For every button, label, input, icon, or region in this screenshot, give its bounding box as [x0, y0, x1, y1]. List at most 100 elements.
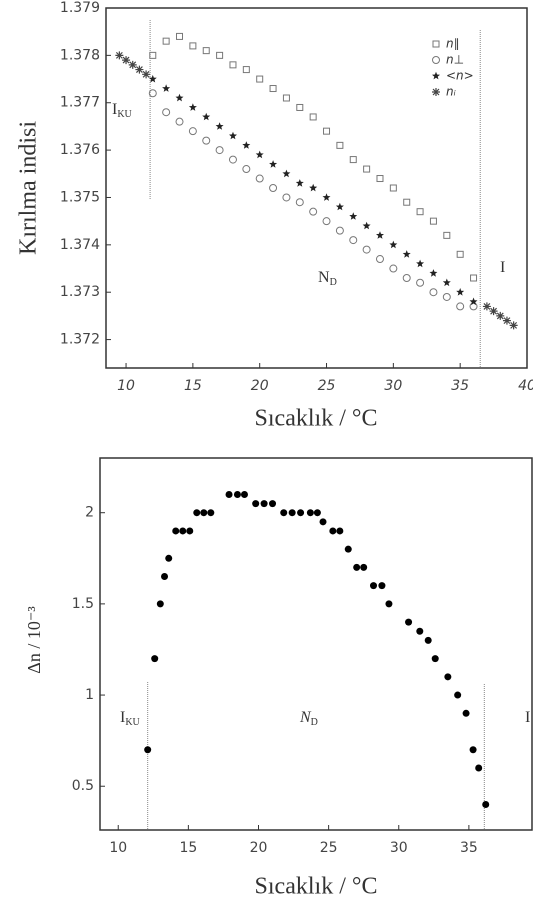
point [442, 278, 451, 287]
y-tick-label: 1.5 [72, 596, 94, 612]
y-tick-label: 1.378 [60, 47, 100, 63]
point [240, 490, 248, 498]
point [269, 85, 277, 93]
y-tick-label: 1.373 [60, 284, 100, 300]
point [329, 527, 337, 535]
point [202, 136, 211, 145]
annotation: ND [318, 269, 337, 289]
annotation-text: I [525, 709, 530, 726]
point [162, 84, 171, 92]
annotation-text: I [500, 259, 505, 276]
y-tick-label: 0.5 [72, 778, 94, 794]
point [175, 117, 184, 126]
point [370, 582, 378, 590]
x-tick-label: 20 [250, 840, 268, 856]
point [280, 509, 288, 517]
y-tick-label: 1.375 [60, 189, 100, 205]
point [319, 518, 327, 526]
point [402, 274, 411, 282]
x-tick-label: 25 [318, 378, 336, 394]
point [313, 509, 321, 517]
x-tick-label: 35 [460, 840, 478, 856]
annotation: IKU [120, 709, 141, 729]
point [179, 527, 187, 535]
x-axis-title: Sıcaklık / °C [255, 406, 378, 432]
point [186, 527, 194, 535]
point [282, 94, 290, 102]
annotation-sub: D [330, 277, 337, 288]
point [225, 490, 233, 498]
point [416, 278, 425, 287]
legend-label: <n> [446, 69, 474, 83]
legend-label: nᵢ [446, 85, 456, 99]
annotation: I [500, 259, 505, 276]
point [255, 150, 264, 159]
point [233, 490, 241, 498]
point [288, 509, 296, 517]
point [228, 155, 237, 164]
x-axis-title: Sıcaklık / °C [255, 874, 378, 900]
x-tick-label: 15 [184, 378, 202, 394]
point [229, 131, 237, 140]
point [216, 51, 224, 59]
annotation-text: N [318, 269, 330, 286]
point [416, 208, 424, 216]
point [242, 66, 250, 74]
point [297, 509, 305, 517]
point [176, 32, 184, 40]
plot-frame [99, 457, 533, 831]
point [424, 636, 432, 644]
point [349, 236, 358, 245]
y-tick-label: 1.374 [60, 237, 100, 253]
point [162, 108, 171, 117]
point [172, 527, 180, 535]
point [429, 269, 438, 277]
point [175, 93, 184, 102]
point [454, 691, 462, 699]
point [431, 655, 439, 663]
point [429, 217, 437, 225]
annotation-sub: KU [117, 109, 132, 120]
point [405, 618, 413, 626]
point [335, 202, 344, 211]
point [462, 709, 470, 717]
point [148, 89, 157, 98]
point [202, 112, 211, 121]
x-tick-label: 30 [384, 378, 402, 394]
point [360, 563, 368, 571]
y-tick-label: 1.372 [60, 332, 100, 348]
point [469, 302, 478, 311]
point [403, 198, 411, 206]
point [385, 600, 393, 608]
point [362, 245, 371, 254]
point [482, 800, 490, 808]
point [482, 302, 491, 311]
point [416, 259, 425, 268]
point [416, 627, 424, 635]
point [295, 179, 304, 187]
point [295, 198, 304, 207]
point [242, 141, 251, 149]
x-tick-label: 40 [518, 378, 533, 394]
point [144, 746, 152, 754]
point [469, 297, 478, 306]
point [502, 316, 511, 325]
point [322, 193, 331, 201]
x-tick-label: 25 [320, 840, 338, 856]
plot-frame [105, 7, 528, 369]
point [349, 212, 358, 220]
point [260, 500, 268, 508]
point [456, 302, 465, 311]
point [200, 509, 208, 517]
point [444, 673, 452, 681]
point [344, 545, 352, 553]
annotation: IKU [112, 101, 133, 121]
point [336, 141, 344, 149]
point [189, 42, 197, 50]
point [496, 311, 505, 320]
point [148, 74, 157, 83]
point [269, 500, 277, 508]
point [376, 231, 384, 239]
legend-label: n⊥ [446, 53, 464, 67]
